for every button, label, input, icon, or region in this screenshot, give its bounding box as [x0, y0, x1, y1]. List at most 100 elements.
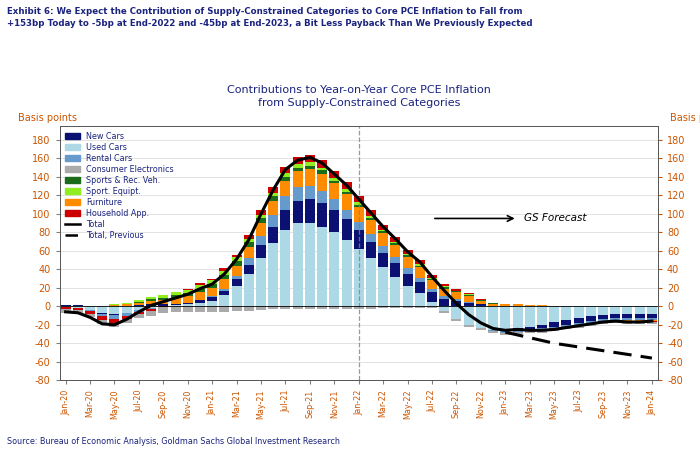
- Bar: [366, 306, 376, 309]
- Bar: [439, 311, 449, 313]
- Bar: [97, 314, 107, 316]
- Bar: [500, 305, 510, 306]
- Bar: [622, 306, 633, 314]
- Bar: [256, 210, 266, 215]
- Bar: [293, 171, 302, 187]
- Bar: [402, 257, 412, 268]
- Bar: [317, 306, 327, 309]
- Bar: [281, 196, 290, 210]
- Bar: [158, 300, 168, 305]
- Bar: [415, 267, 425, 278]
- Bar: [207, 301, 217, 306]
- Bar: [635, 322, 645, 324]
- Bar: [598, 321, 608, 322]
- Bar: [232, 255, 242, 257]
- Bar: [586, 324, 596, 326]
- Bar: [586, 321, 596, 323]
- Bar: [244, 239, 254, 243]
- Bar: [232, 261, 242, 266]
- Bar: [622, 318, 633, 320]
- Bar: [268, 196, 279, 201]
- Bar: [268, 215, 279, 227]
- Bar: [573, 326, 584, 328]
- Bar: [195, 306, 205, 312]
- Bar: [427, 280, 437, 289]
- Bar: [622, 322, 633, 324]
- Bar: [452, 301, 461, 306]
- Bar: [183, 305, 193, 306]
- Bar: [525, 327, 535, 329]
- Bar: [342, 189, 351, 192]
- Bar: [195, 285, 205, 289]
- Bar: [573, 306, 584, 318]
- Bar: [293, 306, 302, 309]
- Bar: [427, 302, 437, 306]
- Text: Basis points: Basis points: [18, 113, 76, 123]
- Bar: [561, 306, 571, 320]
- Bar: [452, 306, 461, 319]
- Bar: [402, 254, 412, 256]
- Bar: [305, 166, 315, 170]
- Bar: [537, 330, 547, 331]
- Bar: [305, 199, 315, 223]
- Bar: [61, 307, 71, 309]
- Bar: [256, 236, 266, 245]
- Bar: [598, 315, 608, 319]
- Bar: [512, 330, 522, 332]
- Bar: [146, 299, 156, 301]
- Bar: [463, 296, 474, 302]
- Bar: [195, 283, 205, 285]
- Bar: [476, 299, 486, 300]
- Bar: [550, 322, 559, 327]
- Bar: [598, 319, 608, 321]
- Bar: [550, 328, 559, 329]
- Bar: [244, 243, 254, 247]
- Text: Basis points: Basis points: [670, 113, 700, 123]
- Bar: [85, 314, 95, 317]
- Bar: [439, 287, 449, 289]
- Bar: [329, 306, 340, 309]
- Bar: [158, 295, 168, 298]
- Bar: [97, 320, 107, 324]
- Bar: [122, 302, 132, 303]
- Bar: [281, 177, 290, 181]
- Bar: [244, 306, 254, 311]
- Bar: [171, 303, 181, 306]
- Bar: [158, 307, 168, 313]
- Bar: [512, 332, 522, 334]
- Bar: [293, 158, 302, 164]
- Bar: [342, 182, 351, 189]
- Bar: [500, 330, 510, 331]
- Bar: [146, 306, 156, 308]
- Bar: [219, 295, 230, 306]
- Bar: [256, 306, 266, 310]
- Bar: [488, 331, 498, 333]
- Bar: [122, 303, 132, 305]
- Bar: [219, 279, 230, 289]
- Bar: [207, 296, 217, 297]
- Bar: [402, 256, 412, 257]
- Bar: [219, 271, 230, 275]
- Bar: [550, 327, 559, 328]
- Bar: [183, 290, 193, 293]
- Bar: [415, 306, 425, 308]
- Bar: [647, 306, 657, 314]
- Bar: [281, 210, 290, 230]
- Bar: [146, 311, 156, 315]
- Bar: [402, 274, 412, 286]
- Bar: [268, 201, 279, 215]
- Bar: [366, 210, 376, 216]
- Bar: [97, 306, 107, 313]
- Bar: [378, 233, 388, 246]
- Bar: [427, 278, 437, 279]
- Bar: [268, 193, 279, 196]
- Bar: [391, 306, 400, 308]
- Bar: [354, 207, 364, 222]
- Bar: [219, 275, 230, 279]
- Bar: [73, 310, 83, 314]
- Bar: [207, 279, 217, 280]
- Bar: [281, 306, 290, 309]
- Bar: [317, 203, 327, 227]
- Bar: [207, 284, 217, 288]
- Bar: [610, 314, 620, 318]
